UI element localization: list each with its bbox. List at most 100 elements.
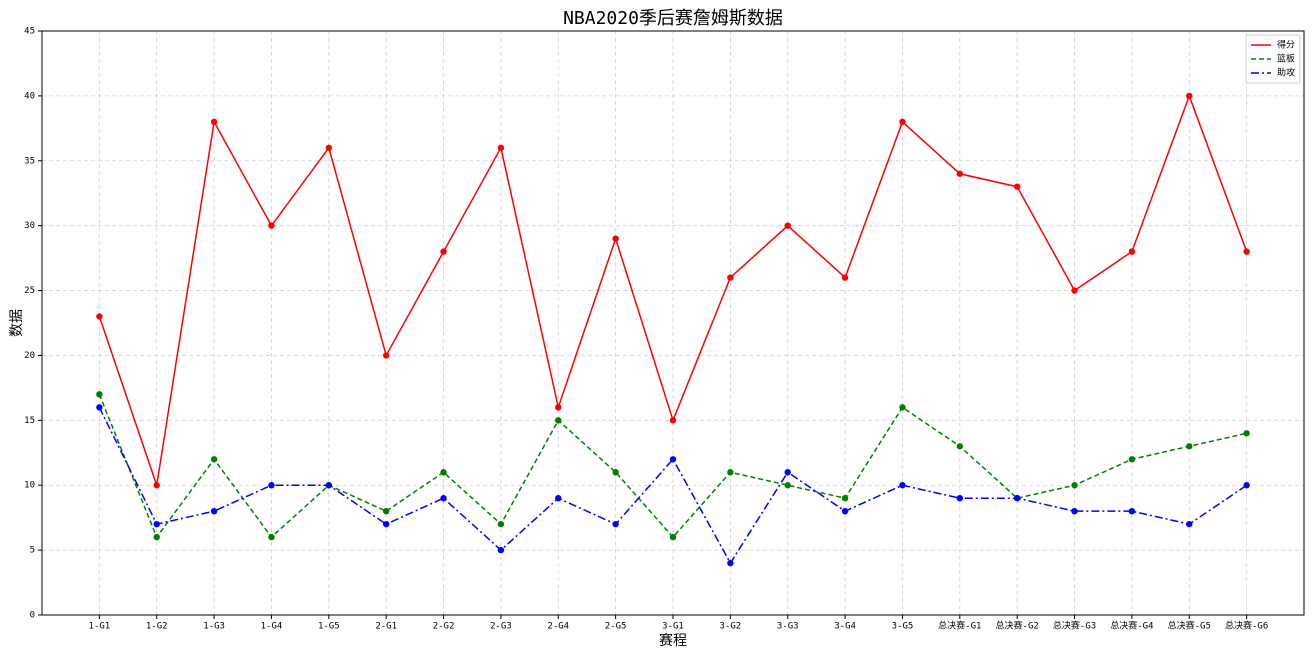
x-tick-label: 2-G5 [605,622,627,632]
data-point [1128,507,1136,515]
data-point [1071,507,1078,515]
x-tick-label: 3-G3 [777,622,799,632]
data-point [210,118,218,126]
data-point [96,404,103,411]
chart-title: NBA2020季后赛詹姆斯数据 [563,8,783,29]
data-point [1243,248,1250,255]
data-point [382,520,390,528]
data-point [841,274,849,281]
x-tick-label: 3-G4 [834,622,856,632]
y-tick-label: 15 [24,416,35,426]
data-point [497,546,505,554]
x-tick-label: 总决赛-G6 [1225,620,1268,632]
data-point [669,456,677,463]
data-point [1186,92,1193,100]
y-tick-label: 40 [24,91,35,101]
data-point [1243,430,1250,437]
x-tick-label: 2-G4 [547,622,569,632]
data-point [555,404,562,411]
plot-frame [41,30,1305,616]
x-tick-label: 1-G4 [261,622,283,632]
data-point [669,417,677,424]
data-point [210,456,218,463]
x-axis-label: 赛程 [659,633,687,649]
y-axis-label: 数据 [9,309,25,337]
data-point [268,533,275,541]
data-point [555,417,562,424]
y-tick-label: 10 [24,481,35,491]
data-point [96,313,103,320]
data-point [497,144,505,151]
legend-label: 篮板 [1277,53,1295,65]
data-point [784,482,791,489]
y-tick-label: 5 [30,546,35,556]
data-point [784,469,791,476]
data-point [153,482,160,489]
data-point [727,274,734,281]
data-point [956,170,964,177]
data-point [382,352,390,359]
data-point [1128,248,1136,255]
data-point [382,507,390,515]
y-tick-label: 30 [24,221,35,231]
data-point [669,533,677,541]
x-tick-label: 3-G1 [662,622,684,632]
data-point [899,404,906,411]
data-point [325,144,333,151]
data-point [612,235,619,242]
data-point [1128,456,1136,463]
data-point [1071,287,1078,294]
y-tick-label: 45 [24,27,35,37]
data-point [268,222,275,229]
x-tick-label: 1-G3 [203,622,225,632]
x-tick-label: 1-G5 [318,622,340,632]
data-point [727,559,734,567]
data-point [96,391,103,398]
x-tick-label: 1-G1 [89,622,111,632]
data-point [784,222,791,229]
data-point [325,482,333,489]
y-tick-label: 35 [24,156,35,166]
data-point [210,507,218,515]
x-tick-label: 1-G2 [146,622,168,632]
data-point [497,520,505,528]
data-point [440,469,447,476]
data-point [1013,183,1021,190]
y-tick-label: 20 [24,351,35,361]
data-point [1013,495,1021,502]
data-point [1186,520,1193,528]
x-tick-label: 2-G2 [433,622,455,632]
x-tick-label: 总决赛-G1 [938,620,981,632]
data-point [956,443,964,450]
data-point [1186,443,1193,450]
data-point [899,482,906,489]
data-point [1071,482,1078,489]
x-tick-label: 3-G5 [892,622,914,632]
data-point [268,482,275,489]
legend-label: 助攻 [1277,67,1295,79]
data-point [612,520,619,528]
data-point [1243,482,1250,489]
data-point [440,495,447,502]
data-point [899,118,906,126]
data-point [841,507,849,515]
data-point [153,520,160,528]
data-point [440,248,447,255]
data-point [153,533,160,541]
x-tick-label: 总决赛-G3 [1053,620,1096,632]
y-tick-label: 0 [30,611,35,621]
y-tick-label: 25 [24,286,35,296]
data-point [612,469,619,476]
legend-box [1245,34,1301,84]
x-tick-label: 2-G3 [490,622,512,632]
x-tick-label: 2-G1 [375,622,397,632]
data-point [956,495,964,502]
data-point [727,469,734,476]
series-line [98,407,1248,565]
x-tick-label: 总决赛-G4 [1110,620,1153,632]
legend-label: 得分 [1277,39,1295,51]
data-point [555,495,562,502]
x-tick-label: 3-G2 [720,622,742,632]
data-point [841,495,849,502]
